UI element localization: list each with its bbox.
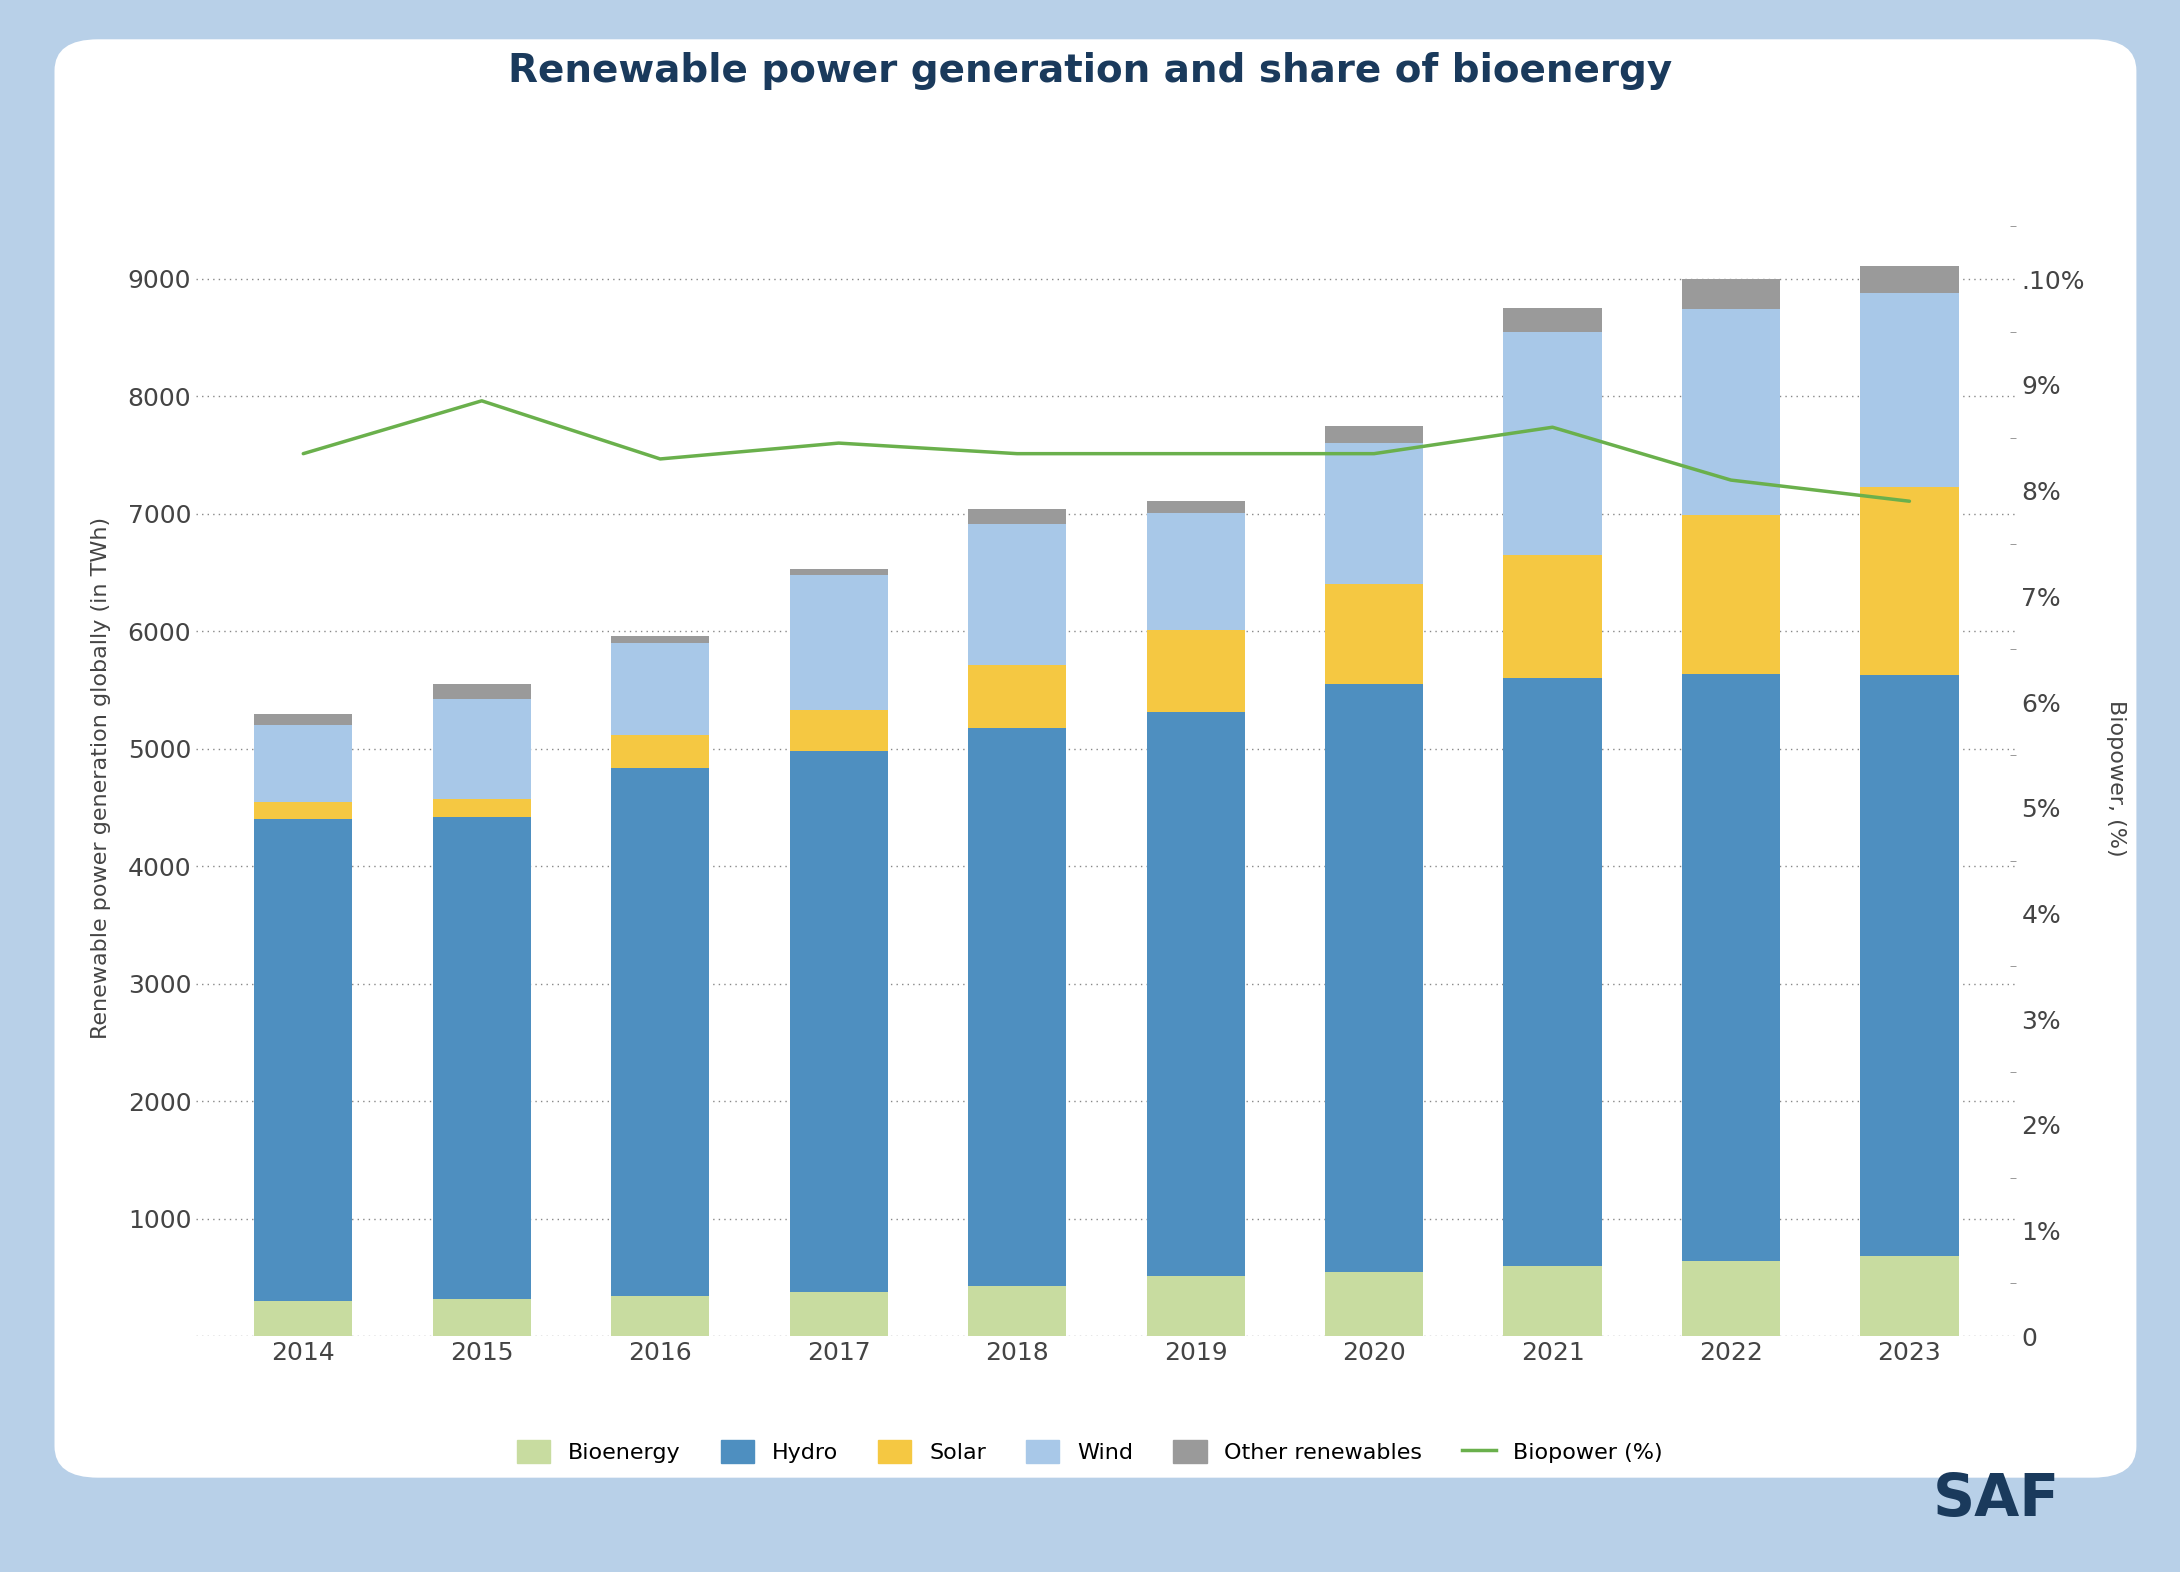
Bar [1683, 516, 1781, 673]
Bar [1504, 1265, 1602, 1336]
Bar [968, 525, 1066, 665]
Bar [1325, 426, 1424, 443]
Bar [1683, 1261, 1781, 1336]
Bar [789, 711, 887, 751]
Bar [255, 725, 353, 802]
Bar [610, 734, 708, 767]
Bar [1325, 443, 1424, 585]
Bar [1683, 278, 1781, 310]
Bar [1860, 674, 1958, 1256]
Bar [255, 819, 353, 1302]
Bar [1504, 678, 1602, 1265]
Y-axis label: Renewable power generation globally (in TWh): Renewable power generation globally (in … [92, 517, 111, 1039]
Bar [610, 767, 708, 1297]
Bar [1325, 1272, 1424, 1336]
Bar [1147, 1276, 1245, 1336]
Bar [1860, 1256, 1958, 1336]
Bar [968, 509, 1066, 525]
Bar [432, 1298, 530, 1336]
Bar [255, 714, 353, 725]
Bar [1683, 310, 1781, 516]
Text: Renewable power generation and share of bioenergy: Renewable power generation and share of … [508, 52, 1672, 90]
Bar [1147, 501, 1245, 512]
Bar [1325, 684, 1424, 1272]
Bar [432, 700, 530, 799]
Bar [432, 817, 530, 1298]
Bar [1147, 630, 1245, 712]
Bar [789, 575, 887, 711]
Bar [255, 1302, 353, 1336]
Bar [432, 799, 530, 817]
Bar [610, 643, 708, 734]
Bar [1147, 712, 1245, 1276]
Y-axis label: Biopower, (%): Biopower, (%) [2106, 700, 2126, 857]
Bar [968, 1286, 1066, 1336]
Bar [610, 1297, 708, 1336]
Bar [1504, 308, 1602, 332]
Bar [610, 637, 708, 643]
Bar [432, 684, 530, 700]
Bar [1860, 487, 1958, 674]
Bar [1683, 673, 1781, 1261]
Bar [1860, 266, 1958, 292]
Bar [255, 802, 353, 819]
Bar [968, 728, 1066, 1286]
Bar [1504, 332, 1602, 555]
Bar [789, 751, 887, 1292]
Bar [1325, 585, 1424, 684]
Bar [789, 569, 887, 575]
Bar [968, 665, 1066, 728]
Bar [1504, 555, 1602, 678]
Bar [1860, 292, 1958, 487]
Bar [1147, 512, 1245, 630]
Legend: Bioenergy, Hydro, Solar, Wind, Other renewables, Biopower (%): Bioenergy, Hydro, Solar, Wind, Other ren… [506, 1429, 1674, 1475]
Text: SAF: SAF [1934, 1471, 2060, 1528]
Bar [789, 1292, 887, 1336]
